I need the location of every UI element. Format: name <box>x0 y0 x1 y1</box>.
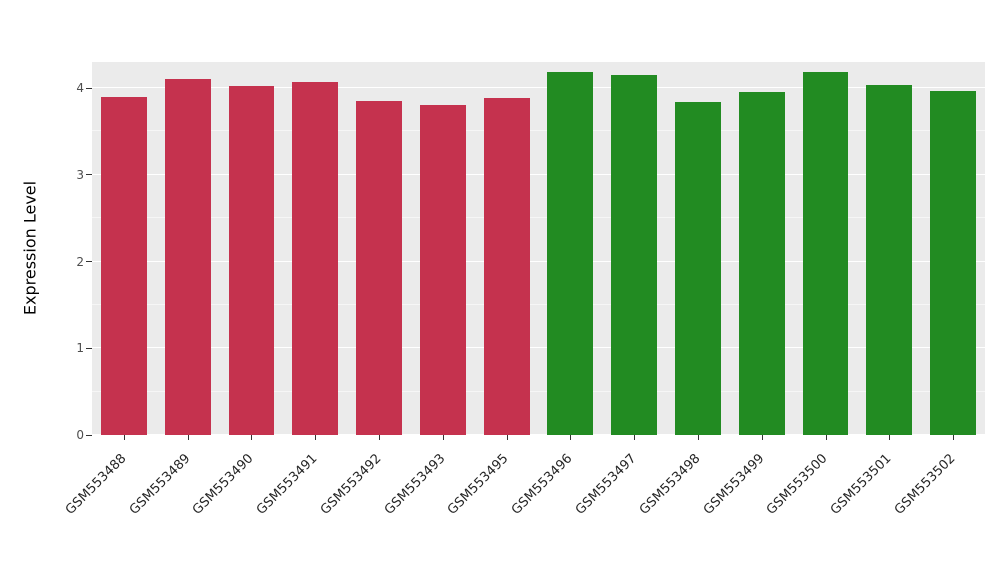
bar <box>547 72 594 435</box>
y-tick-label: 0 <box>76 428 84 442</box>
plot-panel <box>92 62 985 435</box>
y-axis-title: Expression Level <box>20 180 40 316</box>
minor-gridline <box>92 390 985 392</box>
bar <box>611 75 658 435</box>
y-tick-label: 2 <box>76 254 84 269</box>
x-tick-mark <box>506 435 508 440</box>
bar <box>419 104 466 435</box>
major-gridline <box>92 87 985 89</box>
bar <box>930 90 977 435</box>
major-gridline <box>92 347 985 349</box>
major-gridline <box>92 173 985 175</box>
minor-gridline <box>92 130 985 132</box>
y-tick-label: 3 <box>76 167 84 182</box>
major-gridline <box>92 434 985 435</box>
bar <box>802 72 849 435</box>
x-tick-mark <box>123 435 125 440</box>
x-tick-mark <box>570 435 572 440</box>
x-tick-mark <box>697 435 699 440</box>
bar <box>228 86 275 435</box>
y-tick-mark <box>86 261 92 262</box>
x-tick-mark <box>634 435 636 440</box>
x-tick-mark <box>379 435 381 440</box>
bar <box>356 101 402 435</box>
x-tick-mark <box>251 435 253 440</box>
x-tick-mark <box>825 435 827 440</box>
y-tick-mark <box>86 434 92 436</box>
y-tick-label: 4 <box>76 81 84 96</box>
x-tick-mark <box>953 435 955 440</box>
bar <box>164 79 211 435</box>
bar <box>675 101 721 435</box>
major-gridline <box>92 260 985 262</box>
x-tick-mark <box>889 435 891 440</box>
x-tick-label: GSM553502 <box>823 449 959 518</box>
y-tick-mark <box>86 87 92 89</box>
minor-gridline <box>92 217 985 219</box>
bar <box>483 98 530 435</box>
y-tick-label: 1 <box>76 341 84 356</box>
x-tick-mark <box>761 435 763 440</box>
x-tick-mark <box>442 435 444 440</box>
bar <box>292 81 339 435</box>
y-tick-mark <box>86 347 92 349</box>
x-tick-mark <box>187 435 189 440</box>
x-tick-mark <box>315 435 317 440</box>
bar <box>100 96 147 435</box>
y-tick-mark <box>86 174 92 176</box>
bar <box>866 84 913 435</box>
bar <box>738 92 785 435</box>
minor-gridline <box>92 303 985 305</box>
x-tick-label-text: GSM553502 <box>891 451 959 518</box>
